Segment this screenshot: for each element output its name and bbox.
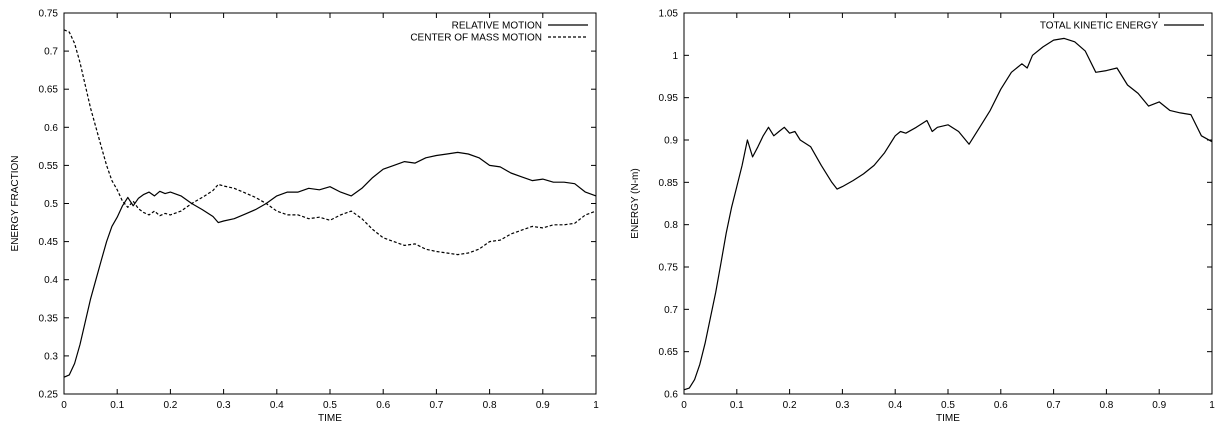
x-tick-label: 0.8 xyxy=(1099,400,1113,411)
y-tick-label: 0.75 xyxy=(659,263,679,274)
plot-frame xyxy=(63,12,597,395)
x-tick-label: 0.2 xyxy=(163,400,177,411)
y-tick-label: 0.85 xyxy=(659,178,679,189)
series-line-center-of-mass-motion xyxy=(63,29,597,256)
y-tick-label: 0.35 xyxy=(39,313,59,324)
x-tick-label: 0.5 xyxy=(323,400,337,411)
series-line-relative-motion xyxy=(63,151,597,378)
x-tick-label: 0 xyxy=(61,400,67,411)
y-tick-label: 0.3 xyxy=(44,351,58,362)
y-tick-label: 0.65 xyxy=(659,347,679,358)
legend-label-total-kinetic-energy: TOTAL KINETIC ENERGY xyxy=(1040,21,1158,32)
x-axis-label: TIME xyxy=(936,413,960,424)
x-tick-label: 0.9 xyxy=(536,400,550,411)
y-tick-label: 0.9 xyxy=(664,136,678,147)
x-tick-label: 0.7 xyxy=(429,400,443,411)
x-tick-label: 0.2 xyxy=(783,400,797,411)
y-tick-label: 0.4 xyxy=(44,275,58,286)
y-tick-label: 0.7 xyxy=(44,47,58,58)
x-tick-label: 0.7 xyxy=(1047,400,1061,411)
y-tick-label: 0.55 xyxy=(39,161,59,172)
x-tick-label: 0.3 xyxy=(217,400,231,411)
y-tick-label: 0.6 xyxy=(44,123,58,134)
x-tick-label: 0 xyxy=(681,400,687,411)
y-axis-label: ENERGY FRACTION xyxy=(10,156,21,252)
x-tick-label: 1 xyxy=(1209,400,1215,411)
x-tick-label: 0.3 xyxy=(835,400,849,411)
y-tick-label: 0.5 xyxy=(44,199,58,210)
x-tick-label: 0.1 xyxy=(110,400,124,411)
total-kinetic-energy-chart: 0 0.1 0.2 0.3 0.4 0.5 0.6 0.7 0.8 0.9 1 0.6 0.65 0.7 0… xyxy=(630,9,1215,425)
energy-fraction-chart: 0 0.1 0.2 0.3 0.4 0.5 0.6 0.7 0.8 0.9 1 0.25 0.3 0.35… xyxy=(10,9,599,425)
y-tick-label: 0.25 xyxy=(39,390,59,401)
legend-label-relative-motion: RELATIVE MOTION xyxy=(452,21,542,32)
y-tick-label: 1 xyxy=(672,51,678,62)
x-tick-label: 0.4 xyxy=(270,400,284,411)
plot-frame xyxy=(683,12,1213,395)
legend-label-center-of-mass-motion: CENTER OF MASS MOTION xyxy=(410,33,542,44)
y-tick-label: 0.95 xyxy=(659,93,679,104)
y-tick-label: 0.65 xyxy=(39,85,59,96)
x-axis-label: TIME xyxy=(318,413,342,424)
x-tick-label: 0.9 xyxy=(1152,400,1166,411)
x-tick-label: 0.8 xyxy=(483,400,497,411)
x-tick-label: 0.1 xyxy=(730,400,744,411)
y-tick-label: 0.45 xyxy=(39,237,59,248)
x-tick-label: 0.6 xyxy=(376,400,390,411)
y-tick-label: 0.6 xyxy=(664,390,678,401)
y-tick-label: 1.05 xyxy=(659,9,679,20)
y-axis-label: ENERGY (N-m) xyxy=(630,168,641,238)
x-tick-label: 0.5 xyxy=(941,400,955,411)
x-tick-label: 0.4 xyxy=(888,400,902,411)
x-tick-label: 0.6 xyxy=(994,400,1008,411)
y-tick-label: 0.75 xyxy=(39,9,59,20)
y-tick-label: 0.8 xyxy=(664,220,678,231)
x-tick-label: 1 xyxy=(593,400,599,411)
series-line-total-kinetic-energy xyxy=(683,37,1213,391)
y-tick-label: 0.7 xyxy=(664,305,678,316)
